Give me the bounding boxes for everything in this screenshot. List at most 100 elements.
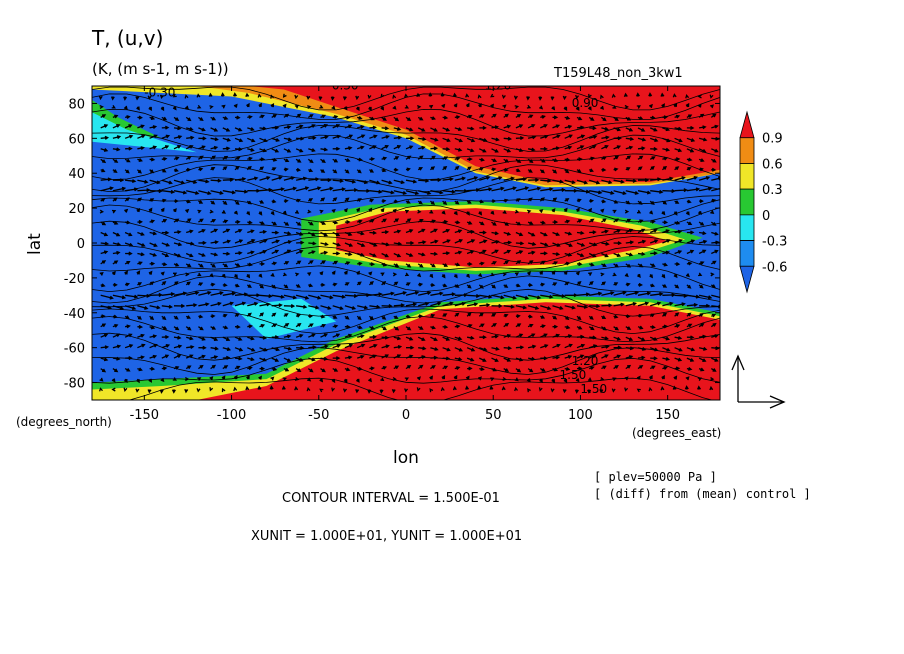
wind-vector bbox=[552, 333, 561, 338]
wind-vector bbox=[649, 210, 654, 215]
wind-vector bbox=[186, 336, 194, 341]
wind-vector bbox=[552, 324, 559, 329]
wind-vector bbox=[393, 365, 400, 370]
wind-vector bbox=[393, 263, 400, 267]
wind-vector bbox=[587, 106, 592, 111]
wind-vector bbox=[210, 200, 216, 205]
wind-vector bbox=[576, 242, 586, 247]
wind-vector bbox=[589, 335, 597, 340]
wind-vector bbox=[258, 375, 263, 380]
wind-vector bbox=[711, 334, 719, 338]
wind-vector bbox=[625, 263, 632, 268]
wind-vector bbox=[405, 190, 420, 196]
wind-vector bbox=[393, 281, 399, 286]
wind-vector bbox=[442, 147, 451, 152]
wind-vector bbox=[625, 346, 635, 351]
wind-vector bbox=[418, 314, 424, 319]
wind-vector bbox=[295, 272, 300, 277]
wind-vector bbox=[454, 127, 463, 132]
wind-vector bbox=[357, 366, 363, 371]
wind-vector bbox=[685, 273, 690, 278]
wind-vector bbox=[283, 261, 290, 265]
wind-vector bbox=[222, 116, 229, 120]
wind-vector bbox=[674, 239, 683, 244]
wind-vector bbox=[588, 218, 595, 223]
wind-vector bbox=[343, 106, 348, 111]
wind-vector bbox=[588, 156, 595, 161]
wind-vector bbox=[625, 314, 631, 319]
wind-vector bbox=[357, 157, 363, 162]
wind-vector bbox=[674, 229, 683, 234]
y-tick-label: 60 bbox=[68, 132, 85, 147]
wind-vector bbox=[540, 305, 552, 311]
wind-vector bbox=[344, 305, 357, 310]
run-label: T159L48_non_3kw1 bbox=[553, 66, 683, 81]
wind-vector bbox=[540, 356, 548, 361]
colorbar-bin bbox=[739, 265, 755, 294]
wind-vector bbox=[686, 230, 695, 235]
wind-vector bbox=[686, 239, 696, 244]
wind-vector bbox=[112, 186, 127, 192]
wind-vector bbox=[393, 336, 402, 341]
wind-vector bbox=[222, 219, 229, 224]
wind-vector bbox=[393, 326, 400, 331]
wind-vector bbox=[662, 147, 671, 152]
wind-vector bbox=[503, 198, 509, 203]
wind-vector bbox=[711, 124, 719, 129]
wind-vector bbox=[527, 314, 534, 319]
wind-vector bbox=[479, 367, 485, 372]
wind-vector bbox=[381, 291, 395, 296]
wind-vector bbox=[198, 336, 206, 341]
wind-vector bbox=[137, 124, 145, 129]
wind-vector bbox=[515, 231, 524, 237]
wind-vector bbox=[332, 368, 339, 372]
wind-vector bbox=[686, 284, 692, 289]
wind-vector bbox=[442, 239, 451, 244]
wind-vector bbox=[491, 284, 497, 289]
wind-vector bbox=[550, 388, 555, 393]
wind-vector bbox=[149, 281, 155, 286]
wind-vector bbox=[466, 347, 476, 352]
wind-vector bbox=[441, 274, 446, 279]
wind-vector bbox=[112, 368, 119, 373]
wind-vector bbox=[112, 356, 121, 361]
wind-vector bbox=[576, 304, 589, 309]
wind-vector bbox=[137, 219, 143, 224]
wind-vector bbox=[210, 137, 219, 142]
wind-vector bbox=[699, 199, 704, 204]
wind-vector bbox=[466, 126, 475, 131]
wind-vector bbox=[196, 93, 201, 98]
wind-vector bbox=[527, 388, 531, 393]
wind-vector bbox=[405, 364, 412, 370]
wind-vector bbox=[307, 272, 312, 276]
y-tick-label: -80 bbox=[64, 377, 85, 392]
wind-vector bbox=[149, 198, 155, 202]
wind-vector bbox=[184, 388, 189, 394]
wind-vector bbox=[625, 136, 635, 141]
wind-vector bbox=[173, 230, 182, 235]
wind-vector bbox=[112, 135, 122, 140]
wind-vector bbox=[124, 270, 129, 275]
wind-vector bbox=[368, 378, 372, 383]
wind-vector bbox=[539, 197, 545, 202]
wind-vector bbox=[539, 105, 544, 110]
wind-vector bbox=[465, 93, 470, 98]
wind-vector bbox=[247, 357, 255, 362]
wind-vector bbox=[184, 377, 190, 382]
wind-vector bbox=[674, 335, 683, 340]
wind-vector bbox=[662, 176, 674, 181]
wind-vector bbox=[172, 377, 177, 381]
wind-vector bbox=[124, 282, 131, 287]
wind-vector bbox=[698, 284, 704, 289]
wind-vector bbox=[625, 252, 634, 257]
wind-vector bbox=[99, 377, 104, 382]
wind-vector bbox=[418, 291, 432, 296]
wind-vector bbox=[527, 323, 534, 328]
wind-vector bbox=[540, 178, 552, 183]
south-cyan bbox=[231, 298, 337, 339]
wind-vector bbox=[246, 165, 252, 171]
wind-vector bbox=[100, 314, 106, 319]
wind-vector bbox=[478, 376, 482, 381]
wind-vector bbox=[173, 135, 183, 139]
wind-vector bbox=[148, 270, 153, 275]
